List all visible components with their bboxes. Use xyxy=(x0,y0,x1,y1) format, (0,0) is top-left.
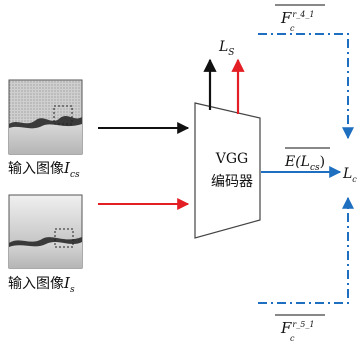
roi-box xyxy=(53,105,73,125)
feature-top-subscript: c xyxy=(290,24,295,33)
encoder-line2: 编码器 xyxy=(211,174,253,190)
right-loss-label: Lc xyxy=(343,166,357,185)
feature-top-path xyxy=(258,33,354,140)
encoder-line1: VGG xyxy=(215,151,249,167)
input-cs-label: 输入图像Ics xyxy=(8,159,80,181)
style-loss-label: LS xyxy=(219,39,235,59)
feature-bottom-subscript: c xyxy=(290,334,295,343)
input-s-label: 输入图像Is xyxy=(8,274,75,296)
feature-bottom-path xyxy=(258,196,354,304)
input-image-s xyxy=(8,194,83,269)
roi-box xyxy=(54,228,74,248)
feature-bottom-label: Fr_5_1 xyxy=(281,319,315,337)
encoded-label: E(Lcs) xyxy=(285,154,326,174)
input-image-cs xyxy=(8,79,83,155)
feature-top-label: Fr_4_1 xyxy=(281,9,315,27)
